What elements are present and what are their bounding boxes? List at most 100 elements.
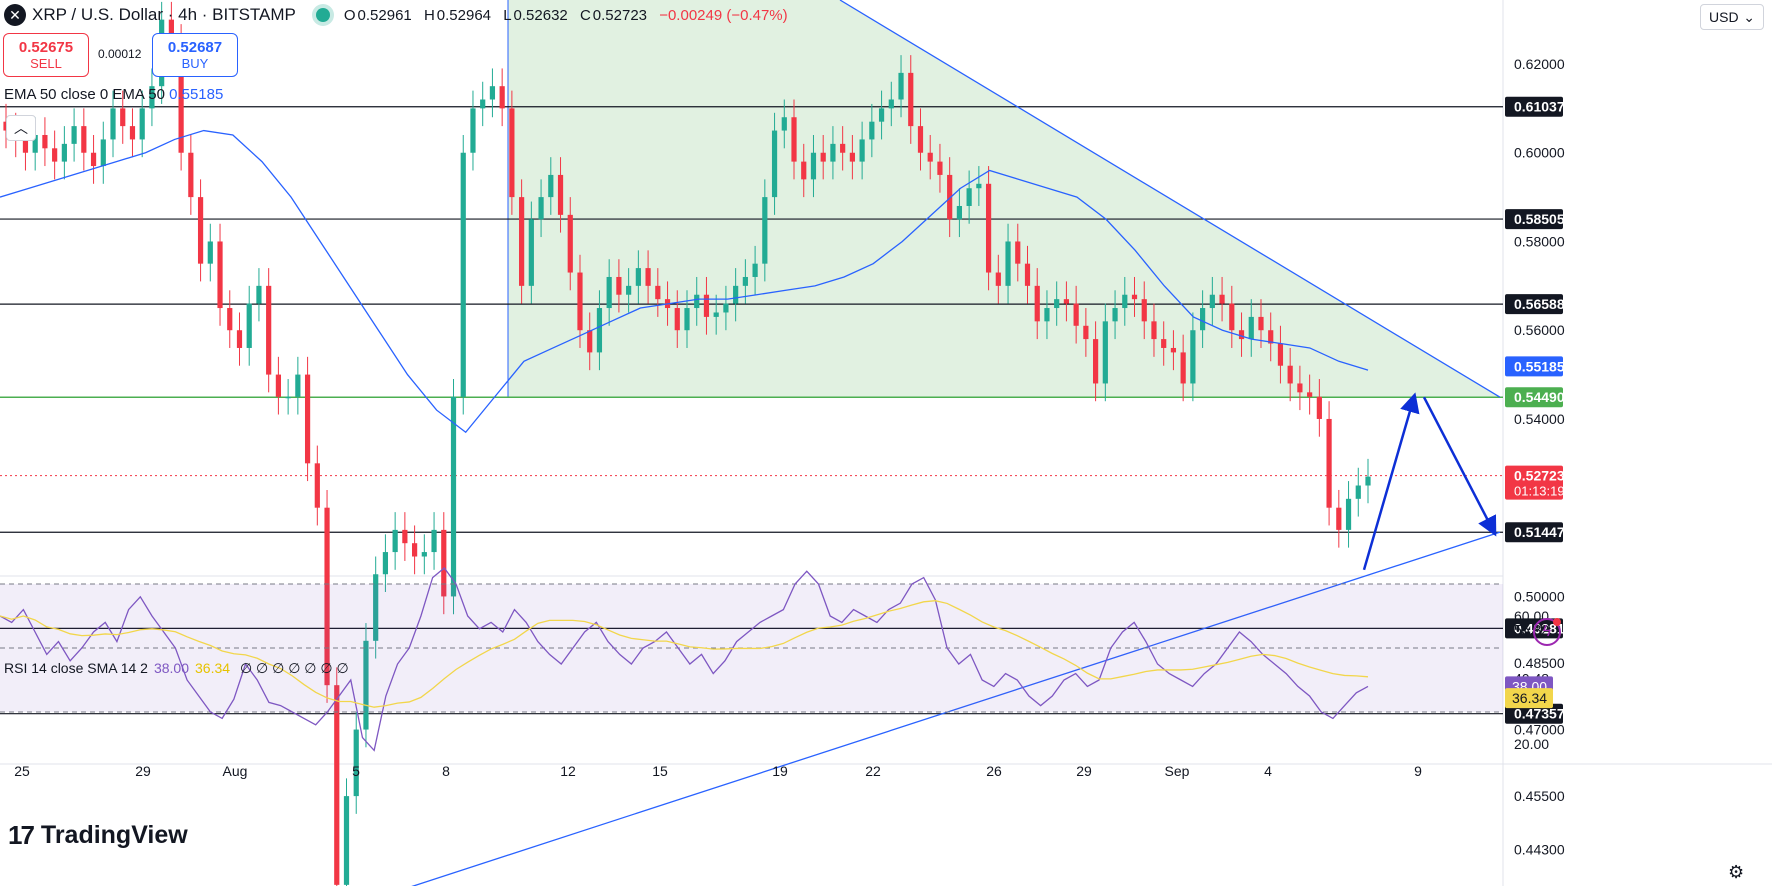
candle xyxy=(713,294,719,335)
candle xyxy=(373,556,379,659)
candle-body xyxy=(1024,263,1031,286)
candle xyxy=(1316,379,1322,437)
candle-body xyxy=(304,374,311,464)
candle-body xyxy=(353,729,359,797)
candle-body xyxy=(1044,308,1050,322)
forecast-down-arrow xyxy=(1422,396,1497,537)
candle xyxy=(1268,312,1274,362)
candle-body xyxy=(509,108,515,198)
candle-body xyxy=(246,303,252,348)
candle xyxy=(1248,299,1254,357)
candle-body xyxy=(830,143,836,162)
collapse-legend-button[interactable]: ︿ xyxy=(6,115,36,141)
candle xyxy=(703,276,710,335)
symbol-title[interactable]: XRP / U.S. Dollar · 4h · BITSTAMP xyxy=(32,5,296,24)
candle xyxy=(1122,276,1128,326)
lightning-icon[interactable]: ϟ xyxy=(1533,618,1561,646)
candle xyxy=(937,143,943,193)
candle-body xyxy=(392,529,398,553)
candle xyxy=(275,356,281,415)
candle xyxy=(1258,299,1264,348)
candle-body xyxy=(966,188,972,206)
candle xyxy=(1102,303,1108,402)
candle xyxy=(1170,330,1177,371)
level-label: 0.51447 xyxy=(1514,524,1565,540)
candle xyxy=(382,534,389,593)
candle xyxy=(402,512,408,561)
candle xyxy=(567,197,573,291)
time-tick-label: Sep xyxy=(1165,763,1190,779)
candle xyxy=(1219,276,1225,322)
candle-body xyxy=(1034,285,1040,322)
triangle-lower-line xyxy=(411,531,1501,886)
ema-price-label: 0.55185 xyxy=(1514,358,1565,374)
candle xyxy=(431,512,437,570)
candle xyxy=(985,166,992,291)
candle xyxy=(528,201,534,304)
currency-select[interactable]: USD ⌄ xyxy=(1700,4,1764,30)
candle-body xyxy=(976,183,982,189)
ema-legend[interactable]: EMA 50 close 0 EMA 50 0.55185 xyxy=(4,86,224,103)
candle xyxy=(100,121,106,184)
candle xyxy=(343,778,350,886)
candle xyxy=(1112,290,1118,340)
candle xyxy=(762,179,768,282)
candle-body xyxy=(538,197,544,220)
level-label-bg xyxy=(1505,387,1563,408)
candle xyxy=(499,68,505,127)
candle xyxy=(1180,334,1186,402)
level-label: 0.56588 xyxy=(1514,296,1565,312)
settings-gear-icon[interactable]: ⚙ xyxy=(1728,862,1745,882)
price-tick-label: 0.44300 xyxy=(1514,841,1565,857)
close-x-icon[interactable]: ✕ xyxy=(4,4,26,26)
buy-button[interactable]: 0.52687 BUY xyxy=(152,33,238,77)
candle xyxy=(480,81,486,127)
candle xyxy=(246,285,252,366)
candle-body xyxy=(557,174,564,215)
candle xyxy=(1229,285,1235,348)
time-tick-label: 19 xyxy=(772,763,788,779)
candle xyxy=(917,108,924,171)
candle-body xyxy=(120,108,126,127)
candle xyxy=(149,68,155,127)
candle xyxy=(596,290,603,371)
candle xyxy=(947,157,953,238)
candle-body xyxy=(1258,316,1264,331)
candle-body xyxy=(917,126,924,153)
candle xyxy=(489,68,496,118)
candle-body xyxy=(1297,383,1303,393)
candle-body xyxy=(1268,330,1274,344)
candle xyxy=(1326,401,1332,526)
candle xyxy=(61,126,67,180)
sell-button[interactable]: 0.52675 SELL xyxy=(3,33,89,77)
candle xyxy=(888,81,894,127)
candle-body xyxy=(149,86,155,109)
candle xyxy=(1307,374,1313,415)
candle-body xyxy=(1219,294,1225,304)
candle-body xyxy=(888,99,894,109)
rsi-sma-value-label: 36.34 xyxy=(1512,690,1547,706)
candle-body xyxy=(275,374,281,397)
candle-body xyxy=(42,134,48,149)
candle xyxy=(266,268,272,393)
candle-body xyxy=(431,529,437,553)
candle-body xyxy=(71,126,77,144)
spread-value: 0.00012 xyxy=(98,47,142,61)
ema-50-line xyxy=(0,129,1369,434)
candle-body xyxy=(90,152,97,167)
candle-body xyxy=(878,108,885,122)
candle xyxy=(421,534,427,575)
rsi-legend[interactable]: RSI 14 close SMA 14 2 38.00 36.34 ∅ ∅ ∅ ∅ … xyxy=(4,660,349,676)
candle-body xyxy=(1073,303,1079,326)
candle-body xyxy=(1112,308,1118,322)
candle xyxy=(1287,347,1293,402)
candle-body xyxy=(655,285,661,300)
candle xyxy=(1054,281,1060,326)
candle-body xyxy=(548,174,554,198)
candle-body xyxy=(129,126,136,140)
last-price-label-bg xyxy=(1505,465,1563,500)
candle xyxy=(304,356,311,482)
candle-body xyxy=(139,108,145,140)
candle xyxy=(995,254,1001,304)
